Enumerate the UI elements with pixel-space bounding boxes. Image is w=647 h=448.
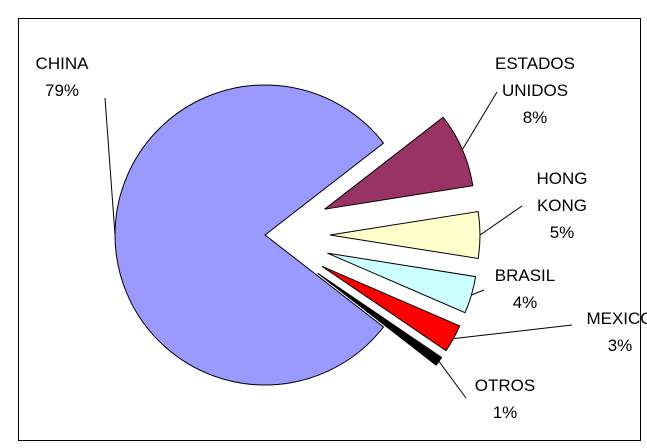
category-label: HONG KONG xyxy=(536,169,588,215)
leader-line xyxy=(453,324,573,340)
category-label: ESTADOS UNIDOS xyxy=(495,54,575,100)
slice-label: HONG KONG 5% xyxy=(522,165,602,246)
value-label: 8% xyxy=(522,108,548,127)
category-label: BRASIL xyxy=(494,266,556,285)
slice-label: ESTADOS UNIDOS 8% xyxy=(490,50,580,131)
slice-label: CHINA 79% xyxy=(22,50,102,104)
category-label: CHINA xyxy=(35,54,89,73)
slice-label: OTROS 1% xyxy=(465,372,545,426)
pie-slice xyxy=(327,252,477,314)
leader-line xyxy=(461,91,498,150)
leader-line xyxy=(479,205,523,236)
leader-line xyxy=(438,361,467,399)
category-label: OTROS xyxy=(474,376,536,395)
slice-label: BRASIL 4% xyxy=(485,262,565,316)
pie-slice xyxy=(317,272,443,366)
value-label: 79% xyxy=(44,81,80,100)
slice-label: MEXICO 3% xyxy=(575,305,647,359)
value-label: 3% xyxy=(607,336,633,355)
pie-slice xyxy=(321,265,461,352)
pie-slice xyxy=(114,84,385,386)
leader-line xyxy=(104,97,116,236)
value-label: 5% xyxy=(549,223,575,242)
leader-line xyxy=(471,289,485,296)
pie-slice xyxy=(329,210,481,260)
category-label: MEXICO xyxy=(586,309,647,328)
value-label: 1% xyxy=(492,403,518,422)
value-label: 4% xyxy=(512,293,538,312)
